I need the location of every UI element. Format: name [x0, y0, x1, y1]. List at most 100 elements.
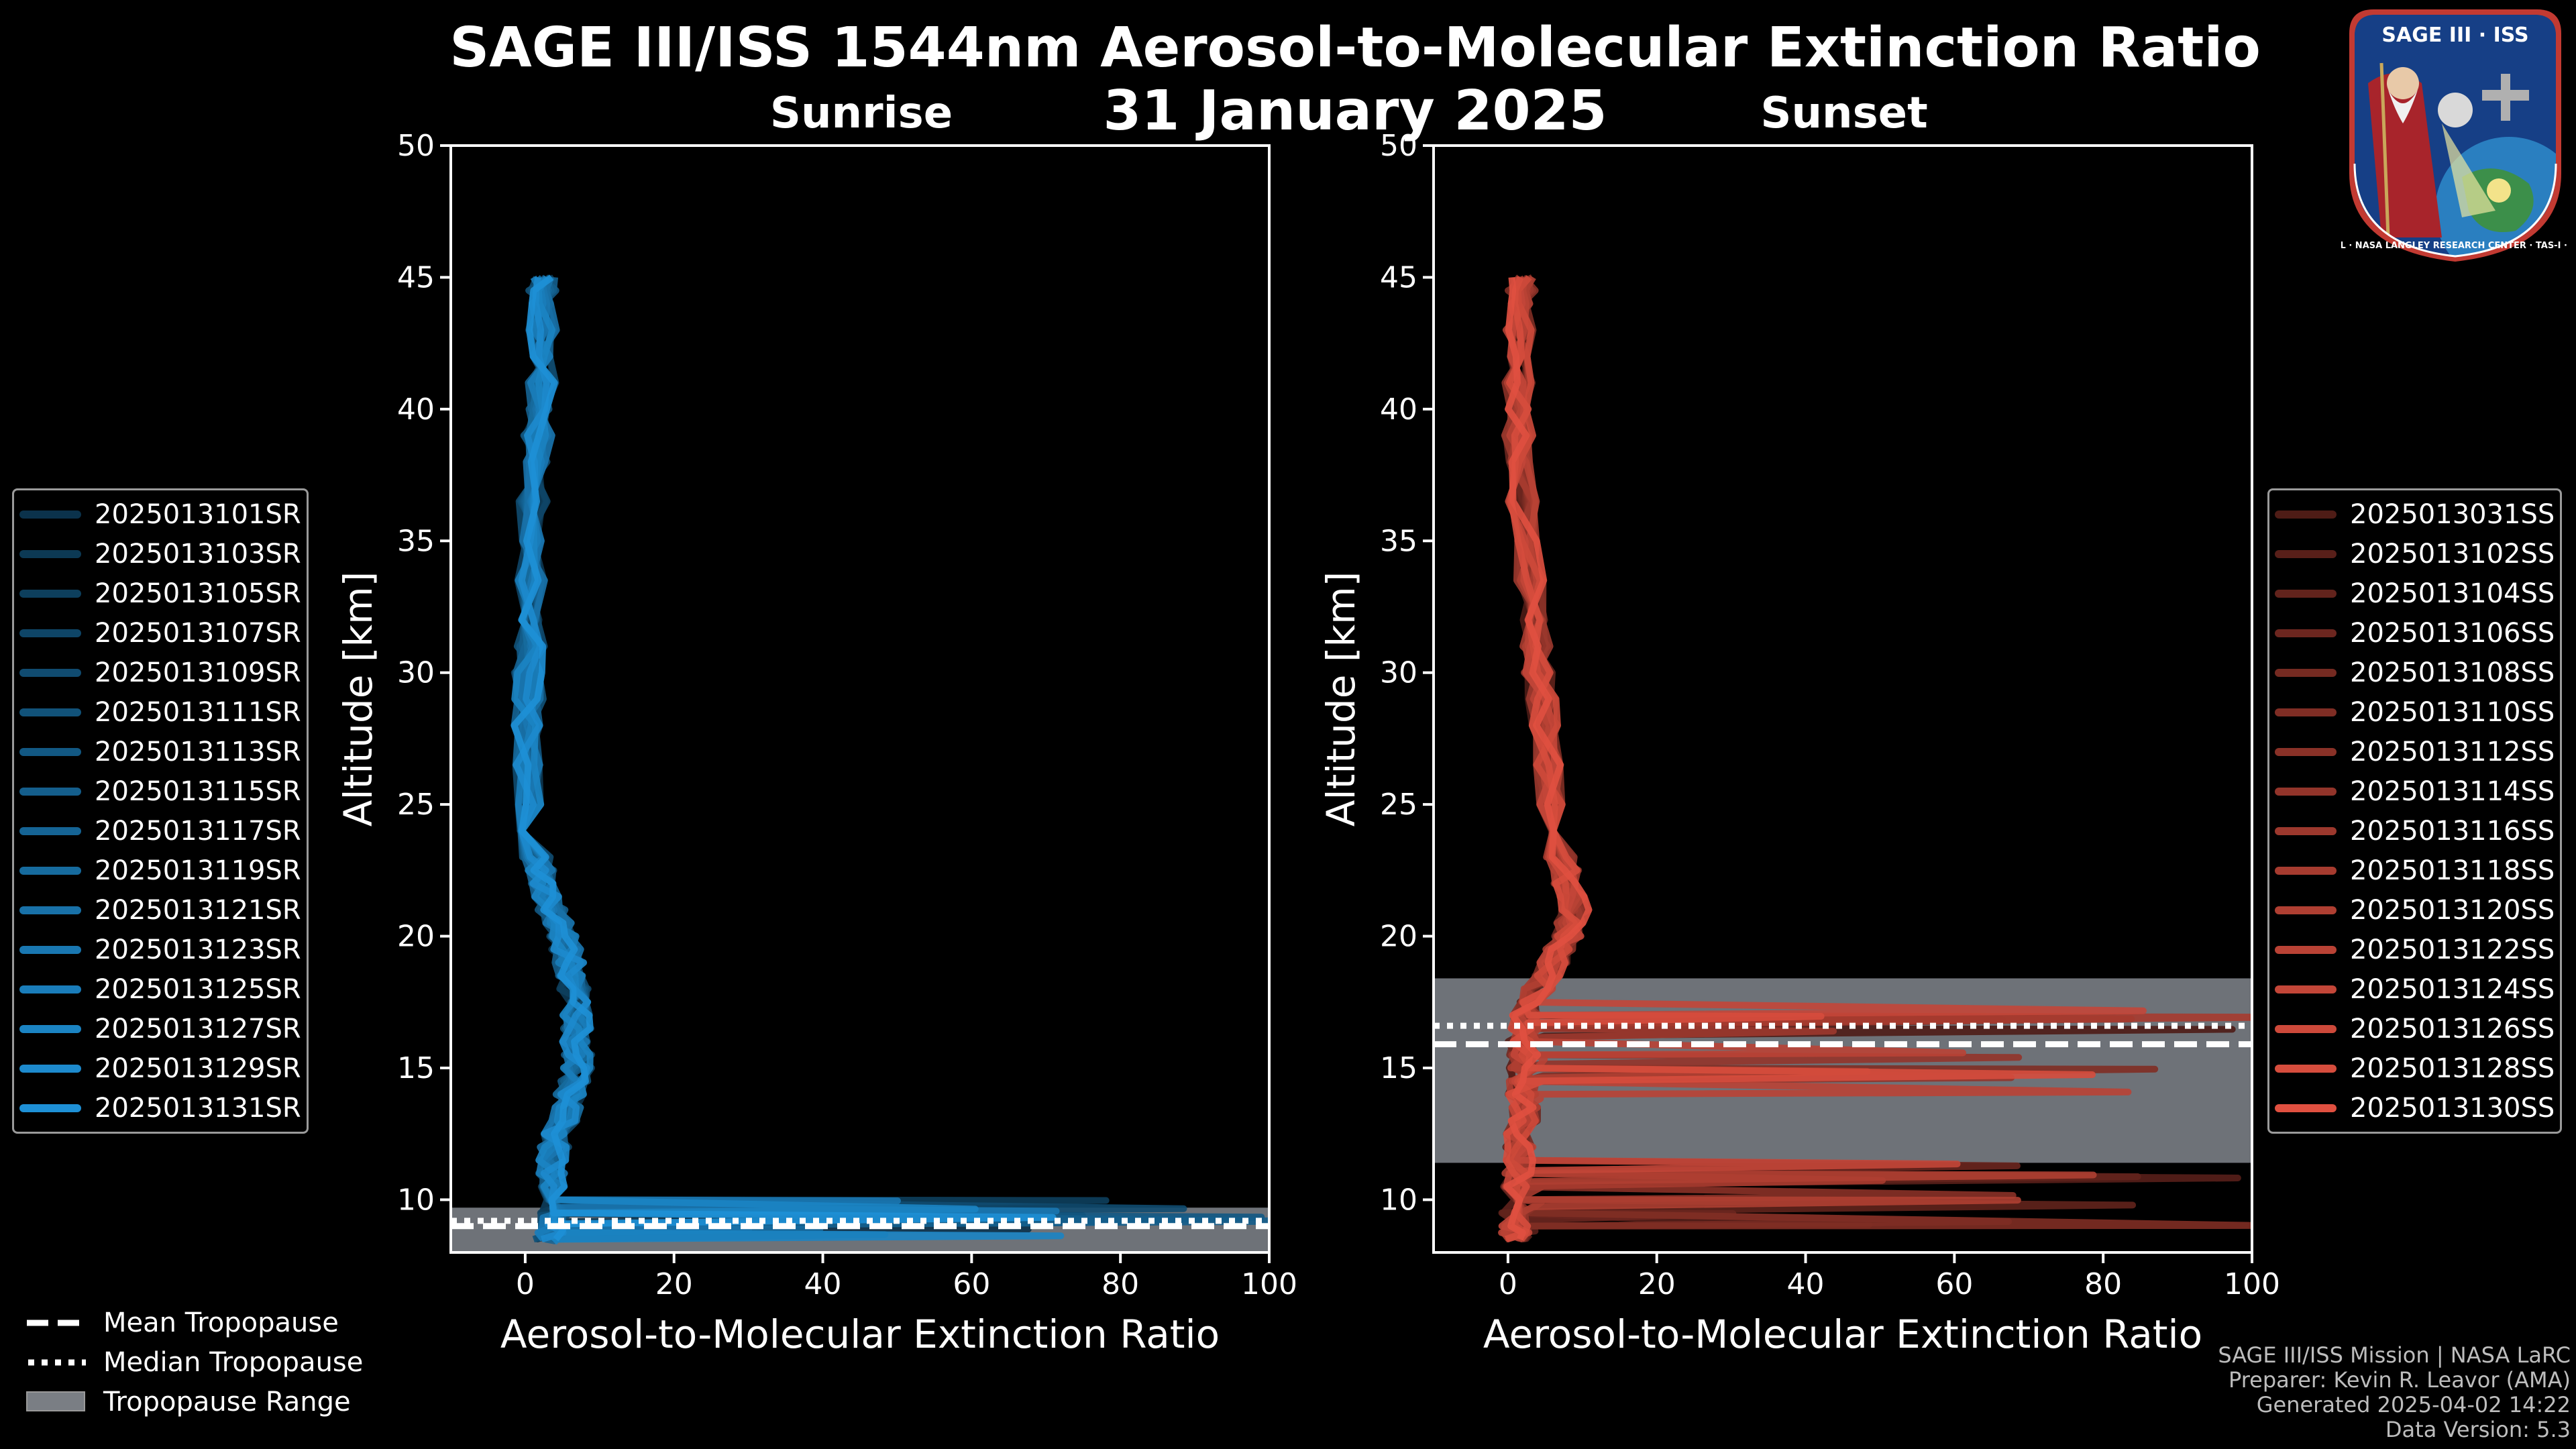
legend-label: 2025013031SS: [2350, 498, 2555, 530]
y-tick-label: 25: [1380, 788, 1417, 822]
x-tick-label: 80: [2084, 1267, 2122, 1301]
legend-entry-2025013131SR: 2025013131SR: [19, 1088, 301, 1128]
y-tick-label: 40: [1380, 392, 1417, 427]
y-tick-label: 40: [397, 392, 435, 427]
plot-frame: [1432, 144, 2253, 1254]
legend-entry-2025013130SS: 2025013130SS: [2275, 1088, 2555, 1128]
y-tick-label: 15: [1380, 1051, 1417, 1085]
chart-title-line2: 31 January 2025: [1103, 79, 1607, 143]
legend-swatch: [2275, 906, 2337, 914]
legend-swatch: [19, 668, 81, 677]
legend-entry-2025013111SR: 2025013111SR: [19, 692, 301, 732]
legend-swatch: [2275, 510, 2337, 519]
legend-swatch: [19, 589, 81, 598]
legend-swatch: [19, 629, 81, 637]
legend-tropopause-range: Tropopause Range: [25, 1382, 363, 1421]
legend-label: 2025013109SR: [95, 657, 301, 688]
legend-median-label: Median Tropopause: [103, 1346, 364, 1378]
legend-range-label: Tropopause Range: [103, 1386, 351, 1417]
y-tick-label: 45: [1380, 260, 1417, 294]
legend-label: 2025013121SR: [95, 894, 301, 926]
y-tick-label: 25: [397, 788, 435, 822]
x-tick-label: 0: [1499, 1267, 1517, 1301]
legend-label: 2025013110SS: [2350, 696, 2555, 728]
legend-entry-2025013120SS: 2025013120SS: [2275, 890, 2555, 930]
legend-label: 2025013115SR: [95, 775, 301, 807]
legend-entry-2025013115SR: 2025013115SR: [19, 771, 301, 811]
legend-swatch: [2275, 747, 2337, 756]
legend-swatch: [19, 826, 81, 835]
sage-iii-iss-logo: SAGE III · ISS BALL · NASA LANGLEY RESEA…: [2341, 9, 2569, 262]
legend-label: 2025013113SR: [95, 736, 301, 767]
legend-entry-2025013121SR: 2025013121SR: [19, 890, 301, 930]
legend-entry-2025013118SS: 2025013118SS: [2275, 851, 2555, 890]
legend-label: 2025013105SR: [95, 578, 301, 609]
credit-generated: Generated 2025-04-02 14:22: [2256, 1392, 2571, 1417]
legend-label: 2025013107SR: [95, 617, 301, 649]
legend-entry-2025013104SS: 2025013104SS: [2275, 574, 2555, 613]
legend-entry-2025013031SS: 2025013031SS: [2275, 494, 2555, 534]
legend-label: 2025013124SS: [2350, 973, 2555, 1005]
credit-version: Data Version: 5.3: [2385, 1417, 2571, 1442]
legend-label: 2025013117SR: [95, 815, 301, 847]
x-tick-label: 20: [1638, 1267, 1676, 1301]
legend-entry-2025013103SR: 2025013103SR: [19, 534, 301, 574]
legend-entry-2025013107SR: 2025013107SR: [19, 613, 301, 653]
legend-entry-2025013113SR: 2025013113SR: [19, 732, 301, 771]
legend-swatch: [2275, 985, 2337, 994]
sunset-legend: 2025013031SS 2025013102SS 2025013104SS 2025…: [2267, 488, 2563, 1134]
legend-entry-2025013126SS: 2025013126SS: [2275, 1009, 2555, 1049]
y-tick-label: 50: [397, 129, 435, 163]
legend-label: 2025013125SR: [95, 973, 301, 1005]
plot-frame: [449, 144, 1271, 1254]
legend-swatch: [19, 866, 81, 875]
legend-entry-2025013116SS: 2025013116SS: [2275, 811, 2555, 851]
legend-swatch: [2275, 1024, 2337, 1033]
legend-label: 2025013112SS: [2350, 736, 2555, 767]
y-tick-label: 20: [1380, 920, 1417, 954]
credit-mission: SAGE III/ISS Mission | NASA LaRC: [2218, 1342, 2571, 1368]
legend-swatch: [19, 945, 81, 954]
legend-swatch: [19, 1024, 81, 1033]
legend-label: 2025013116SS: [2350, 815, 2555, 847]
legend-entry-2025013108SS: 2025013108SS: [2275, 653, 2555, 692]
y-tick-label: 15: [397, 1051, 435, 1085]
legend-entry-2025013110SS: 2025013110SS: [2275, 692, 2555, 732]
legend-mean-tropopause: Mean Tropopause: [25, 1303, 363, 1342]
legend-swatch: [2275, 945, 2337, 954]
legend-swatch: [2275, 549, 2337, 558]
x-tick-label: 40: [1787, 1267, 1825, 1301]
chart-title-line1: SAGE III/ISS 1544nm Aerosol-to-Molecular…: [449, 16, 2261, 80]
legend-entry-2025013117SR: 2025013117SR: [19, 811, 301, 851]
x-tick-label: 60: [1935, 1267, 1973, 1301]
profile-line-2025013131SR: [511, 274, 1057, 1242]
legend-swatch: [19, 985, 81, 994]
legend-swatch: [2275, 787, 2337, 796]
profile-line-2025013122SS: [1498, 276, 2132, 1243]
legend-median-tropopause: Median Tropopause: [25, 1342, 363, 1382]
legend-entry-2025013112SS: 2025013112SS: [2275, 732, 2555, 771]
y-tick-label: 20: [397, 920, 435, 954]
legend-entry-2025013122SS: 2025013122SS: [2275, 930, 2555, 969]
legend-swatch: [2275, 589, 2337, 598]
x-tick-label: 60: [953, 1267, 990, 1301]
x-tick-label: 80: [1102, 1267, 1139, 1301]
legend-entry-2025013102SS: 2025013102SS: [2275, 534, 2555, 574]
legend-entry-2025013127SR: 2025013127SR: [19, 1009, 301, 1049]
legend-entry-2025013114SS: 2025013114SS: [2275, 771, 2555, 811]
x-tick-label: 100: [2224, 1267, 2280, 1301]
legend-label: 2025013114SS: [2350, 775, 2555, 807]
legend-mean-label: Mean Tropopause: [103, 1307, 339, 1338]
dashed-line-icon: [27, 1320, 86, 1326]
credits: SAGE III/ISS Mission | NASA LaRC Prepare…: [2218, 1343, 2571, 1442]
y-tick-label: 30: [397, 656, 435, 690]
logo-ring-text: BALL · NASA LANGLEY RESEARCH CENTER · TA…: [2341, 241, 2569, 251]
sunset-subtitle: Sunset: [1760, 89, 1928, 138]
y-tick-label: 10: [397, 1183, 435, 1217]
y-tick-label: 35: [1380, 524, 1417, 558]
legend-entry-2025013101SR: 2025013101SR: [19, 494, 301, 534]
legend-swatch: [2275, 826, 2337, 835]
x-axis-label: Aerosol-to-Molecular Extinction Ratio: [1483, 1311, 2202, 1357]
